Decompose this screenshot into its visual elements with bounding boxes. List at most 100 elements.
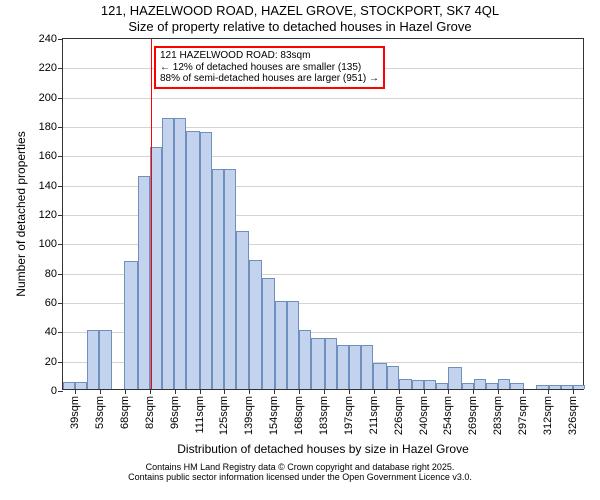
histogram-bar bbox=[325, 338, 337, 389]
xtick-label: 39sqm bbox=[69, 396, 81, 429]
xtick-label: 53sqm bbox=[94, 396, 106, 429]
ytick-mark bbox=[58, 98, 63, 99]
chart-title-line1: 121, HAZELWOOD ROAD, HAZEL GROVE, STOCKP… bbox=[0, 3, 600, 18]
histogram-bar bbox=[361, 345, 373, 389]
gridline bbox=[63, 156, 583, 157]
xtick-label: 211sqm bbox=[368, 396, 380, 434]
histogram-bar bbox=[436, 383, 448, 389]
xtick-label: 254sqm bbox=[442, 396, 454, 435]
ytick-mark bbox=[58, 274, 63, 275]
ytick-label: 80 bbox=[45, 268, 57, 280]
xtick-mark bbox=[548, 389, 549, 394]
xtick-label: 168sqm bbox=[293, 396, 305, 435]
ytick-label: 20 bbox=[45, 356, 57, 368]
ytick-mark bbox=[58, 186, 63, 187]
xtick-label: 139sqm bbox=[243, 396, 255, 435]
chart-title-line2: Size of property relative to detached ho… bbox=[0, 19, 600, 34]
histogram-bar bbox=[412, 380, 424, 389]
ytick-mark bbox=[58, 332, 63, 333]
ytick-mark bbox=[58, 303, 63, 304]
ytick-label: 100 bbox=[39, 238, 57, 250]
histogram-bar bbox=[249, 260, 263, 389]
xtick-mark bbox=[349, 389, 350, 394]
xtick-label: 96sqm bbox=[169, 396, 181, 429]
histogram-bar bbox=[337, 345, 349, 389]
histogram-bar bbox=[99, 330, 111, 389]
ytick-mark bbox=[58, 68, 63, 69]
gridline bbox=[63, 98, 583, 99]
histogram-bar bbox=[63, 382, 75, 389]
ytick-mark bbox=[58, 39, 63, 40]
histogram-bar bbox=[486, 383, 498, 389]
xtick-label: 326sqm bbox=[567, 396, 579, 435]
xtick-mark bbox=[125, 389, 126, 394]
xtick-mark bbox=[274, 389, 275, 394]
histogram-bar bbox=[448, 367, 462, 389]
ytick-label: 180 bbox=[39, 121, 57, 133]
footer-line2: Contains public sector information licen… bbox=[0, 472, 600, 482]
chart-container: { "title_line1": "121, HAZELWOOD ROAD, H… bbox=[0, 0, 600, 500]
histogram-bar bbox=[536, 385, 548, 389]
ytick-label: 140 bbox=[39, 180, 57, 192]
y-axis-label: Number of detached properties bbox=[14, 131, 28, 296]
histogram-bar bbox=[462, 383, 474, 389]
xtick-mark bbox=[573, 389, 574, 394]
xtick-mark bbox=[249, 389, 250, 394]
xtick-mark bbox=[224, 389, 225, 394]
xtick-mark bbox=[424, 389, 425, 394]
xtick-label: 111sqm bbox=[194, 396, 206, 434]
histogram-bar bbox=[498, 379, 510, 389]
histogram-bar bbox=[212, 169, 224, 389]
ytick-label: 40 bbox=[45, 326, 57, 338]
histogram-bar bbox=[474, 379, 486, 389]
histogram-bar bbox=[311, 338, 325, 389]
histogram-bar bbox=[87, 330, 99, 389]
histogram-bar bbox=[200, 132, 212, 389]
histogram-bar bbox=[186, 131, 200, 389]
xtick-mark bbox=[299, 389, 300, 394]
histogram-bar bbox=[349, 345, 361, 389]
xtick-label: 183sqm bbox=[318, 396, 330, 435]
histogram-bar bbox=[561, 385, 573, 389]
xtick-mark bbox=[498, 389, 499, 394]
histogram-bar bbox=[549, 385, 561, 389]
histogram-bar bbox=[275, 301, 287, 389]
histogram-bar bbox=[75, 382, 87, 389]
histogram-bar bbox=[299, 330, 311, 389]
ytick-label: 200 bbox=[39, 92, 57, 104]
ytick-label: 240 bbox=[39, 33, 57, 45]
xtick-mark bbox=[75, 389, 76, 394]
histogram-bar bbox=[399, 379, 411, 389]
histogram-bar bbox=[236, 231, 248, 389]
marker-line bbox=[151, 39, 152, 389]
histogram-bar bbox=[424, 380, 436, 389]
annotation-line: 88% of semi-detached houses are larger (… bbox=[160, 73, 379, 85]
xtick-mark bbox=[448, 389, 449, 394]
xtick-label: 125sqm bbox=[218, 396, 230, 435]
x-axis-label: Distribution of detached houses by size … bbox=[62, 442, 584, 456]
chart-footer: Contains HM Land Registry data © Crown c… bbox=[0, 462, 600, 483]
annotation-box: 121 HAZELWOOD ROAD: 83sqm← 12% of detach… bbox=[154, 46, 385, 89]
xtick-label: 154sqm bbox=[268, 396, 280, 435]
xtick-mark bbox=[374, 389, 375, 394]
histogram-bar bbox=[124, 261, 138, 389]
ytick-mark bbox=[58, 215, 63, 216]
histogram-bar bbox=[162, 118, 174, 389]
histogram-bar bbox=[373, 363, 387, 389]
xtick-label: 82sqm bbox=[144, 396, 156, 429]
annotation-line: ← 12% of detached houses are smaller (13… bbox=[160, 62, 379, 74]
xtick-label: 197sqm bbox=[343, 396, 355, 435]
xtick-mark bbox=[324, 389, 325, 394]
ytick-label: 120 bbox=[39, 209, 57, 221]
histogram-bar bbox=[138, 176, 150, 389]
xtick-label: 68sqm bbox=[119, 396, 131, 429]
xtick-mark bbox=[523, 389, 524, 394]
ytick-mark bbox=[58, 156, 63, 157]
histogram-bar bbox=[287, 301, 299, 389]
ytick-mark bbox=[58, 362, 63, 363]
ytick-label: 0 bbox=[51, 385, 57, 397]
footer-line1: Contains HM Land Registry data © Crown c… bbox=[0, 462, 600, 472]
xtick-label: 283sqm bbox=[492, 396, 504, 435]
ytick-mark bbox=[58, 244, 63, 245]
histogram-bar bbox=[224, 169, 236, 389]
